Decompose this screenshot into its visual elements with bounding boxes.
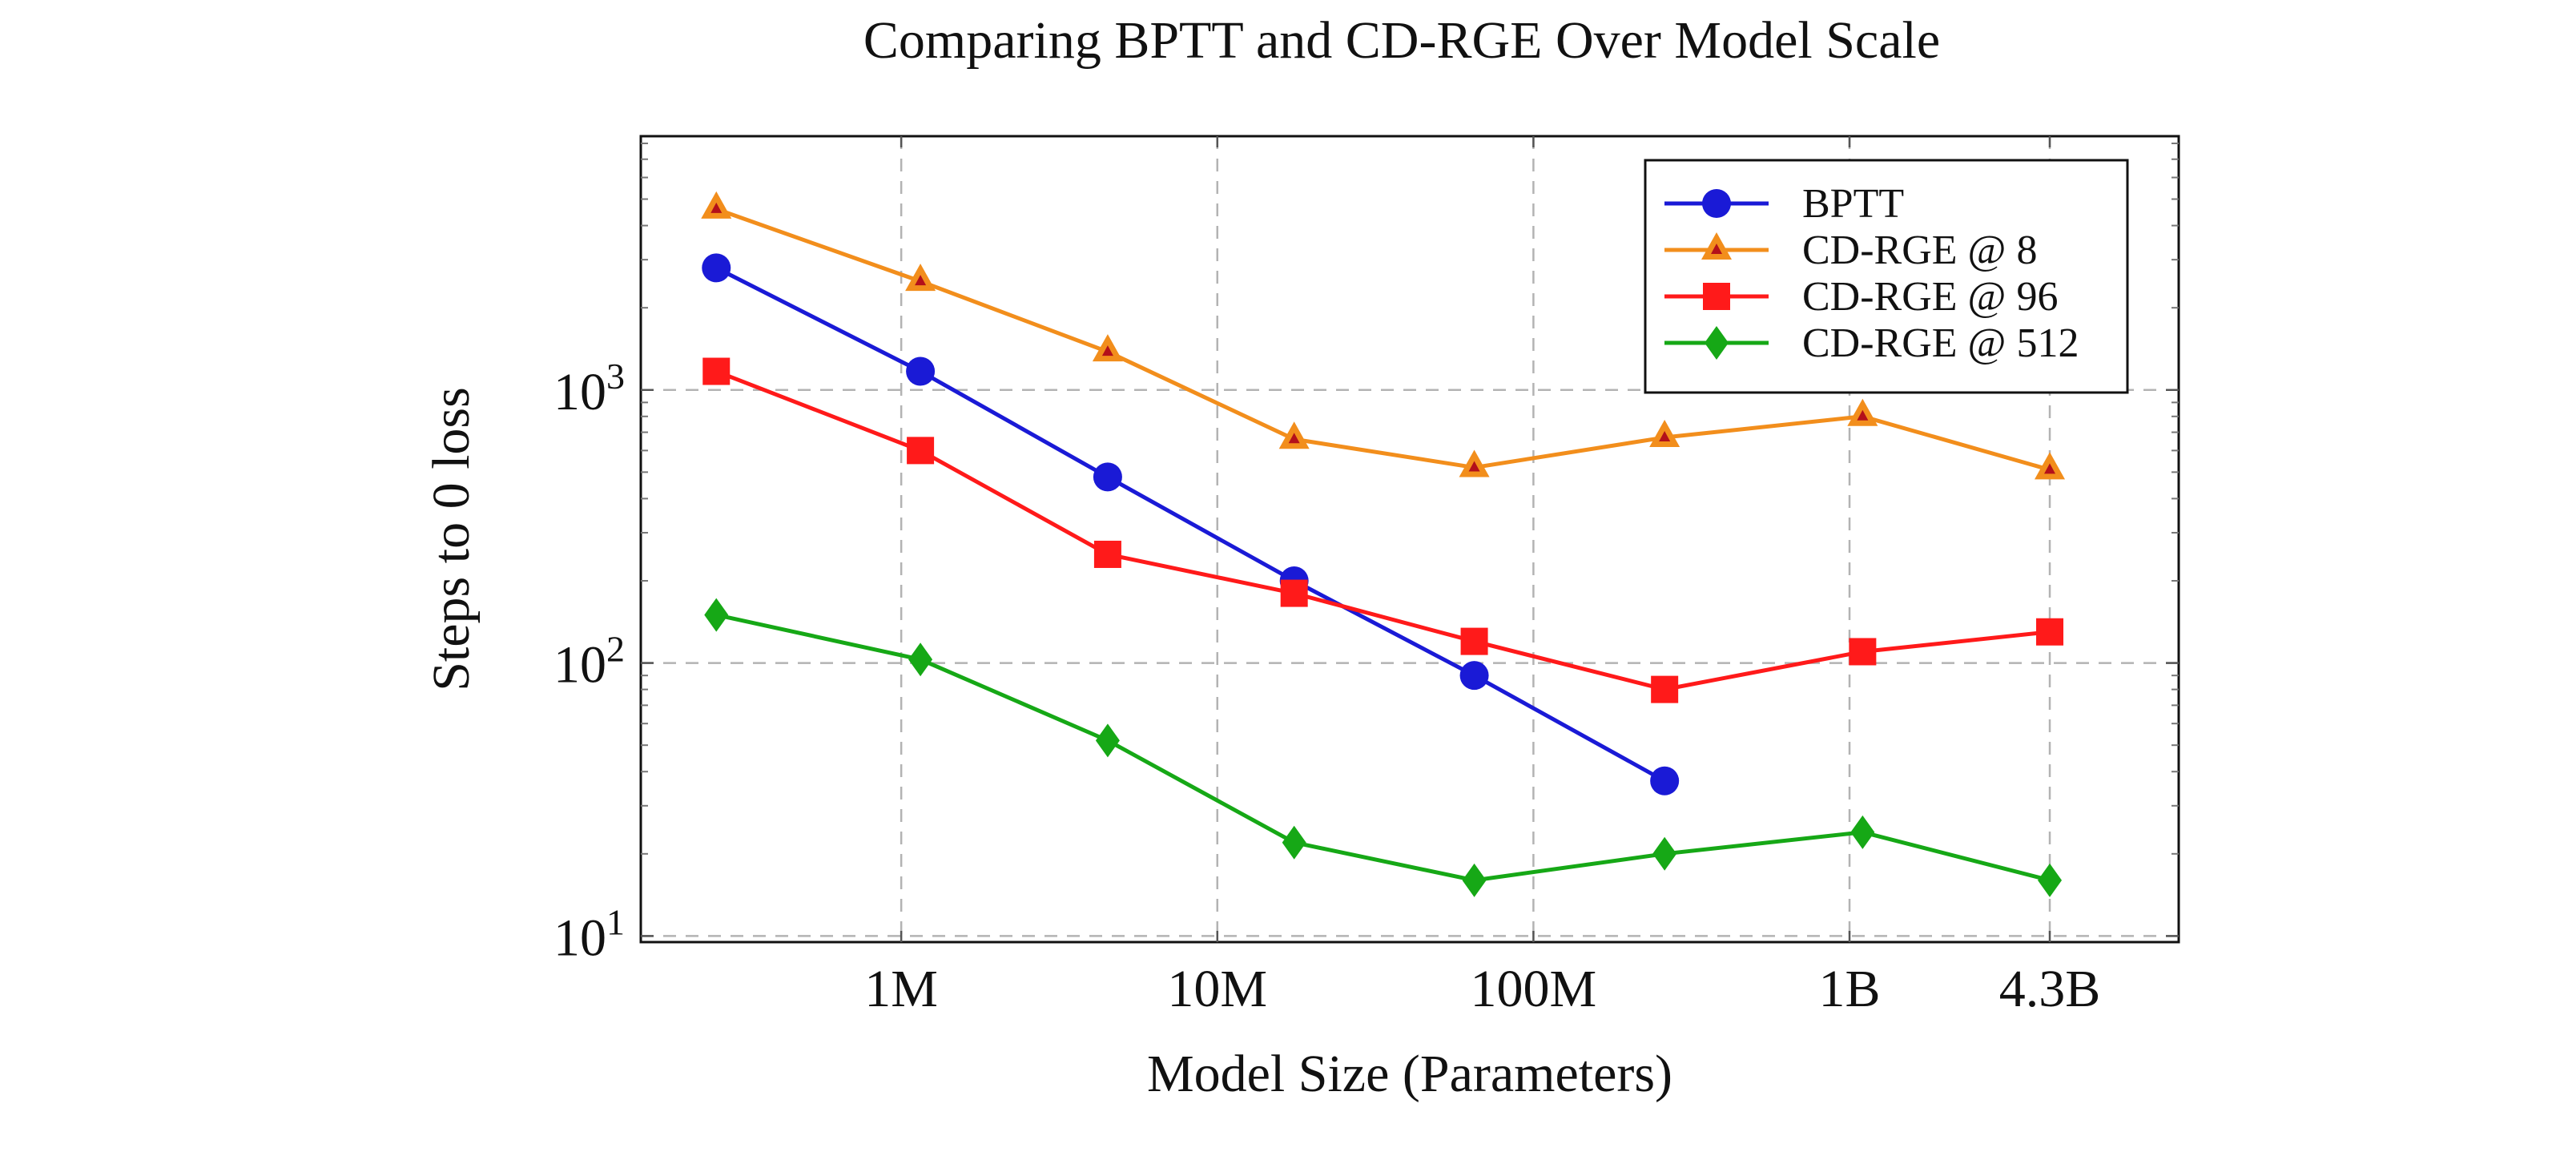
series-cd-rge-8 — [701, 191, 2066, 480]
legend-entry: BPTT — [1664, 181, 1904, 227]
legend-label: CD-RGE @ 512 — [1802, 320, 2079, 366]
y-tick-label-base: 10 — [553, 908, 606, 967]
data-point — [1850, 815, 1875, 849]
data-point — [1847, 398, 1878, 426]
legend-marker — [1703, 283, 1730, 310]
x-tick-label: 1M — [864, 960, 938, 1018]
triangle-inner — [1711, 244, 1722, 254]
data-point — [907, 437, 935, 465]
x-tick-label: 10M — [1167, 960, 1267, 1018]
data-point — [1459, 661, 1489, 691]
data-point — [1651, 675, 1679, 703]
legend-label: CD-RGE @ 96 — [1802, 274, 2058, 320]
legend-entry: CD-RGE @ 512 — [1664, 320, 2079, 366]
triangle-inner — [1468, 461, 1480, 472]
y-tick-label-exponent: 3 — [606, 356, 625, 397]
triangle-inner — [2044, 463, 2056, 474]
data-point — [2035, 452, 2066, 480]
y-tick-label: 103 — [553, 356, 625, 421]
series-line — [715, 613, 2051, 883]
legend-entry: CD-RGE @ 96 — [1664, 274, 2058, 320]
triangle-inner — [1659, 431, 1671, 442]
data-point — [1278, 421, 1310, 449]
data-point — [1459, 449, 1490, 477]
data-point — [2038, 863, 2063, 897]
x-tick-label: 4.3B — [1999, 960, 2101, 1018]
series-line — [715, 369, 2051, 692]
data-point — [1093, 462, 1122, 492]
triangle-inner — [915, 275, 927, 286]
y-tick-label-exponent: 1 — [606, 901, 625, 942]
data-point — [1282, 825, 1306, 860]
triangle-inner — [1857, 409, 1869, 421]
plot-frame — [639, 135, 2180, 944]
data-point — [1095, 723, 1120, 758]
data-point — [906, 356, 936, 386]
data-point — [905, 264, 936, 292]
series-cd-rge-512 — [704, 598, 2063, 897]
data-point — [1093, 540, 1121, 568]
x-axis-tick-labels: 1M 10M 100M 1B 4.3B — [864, 960, 2100, 1018]
data-point — [2036, 618, 2064, 646]
chart-title: Comparing BPTT and CD-RGE Over Model Sca… — [863, 11, 1940, 70]
x-tick-label: 100M — [1471, 960, 1597, 1018]
legend-marker — [1705, 326, 1729, 360]
triangle-inner — [1288, 433, 1300, 444]
series-bptt — [702, 253, 1680, 795]
y-tick-label-base: 10 — [553, 636, 606, 695]
data-point — [1652, 836, 1677, 871]
axis-ticks — [641, 136, 2179, 942]
data-point — [1460, 627, 1488, 655]
legend-marker — [1702, 189, 1731, 218]
data-point — [908, 642, 933, 677]
data-point — [704, 598, 729, 632]
series — [701, 191, 2066, 897]
legend-marker — [1701, 232, 1732, 260]
data-point — [1280, 579, 1308, 607]
triangle-inner — [1101, 345, 1113, 356]
x-tick-label: 1B — [1819, 960, 1881, 1018]
y-tick-label: 101 — [553, 901, 625, 967]
data-point — [1462, 863, 1487, 897]
y-tick-label-base: 10 — [553, 363, 606, 421]
triangle-inner — [710, 202, 722, 213]
legend-label: BPTT — [1802, 181, 1904, 227]
data-point — [702, 253, 731, 283]
series-cd-rge-96 — [702, 357, 2064, 703]
data-point — [702, 357, 731, 385]
legend-entry: CD-RGE @ 8 — [1664, 228, 2037, 273]
x-axis-label: Model Size (Parameters) — [1147, 1045, 1672, 1103]
data-point — [1650, 766, 1680, 795]
legend-label: CD-RGE @ 8 — [1802, 228, 2037, 273]
y-tick-label-exponent: 2 — [606, 629, 625, 670]
y-tick-label: 102 — [553, 629, 625, 695]
data-point — [1092, 334, 1123, 362]
data-point — [701, 191, 732, 219]
series-line — [715, 207, 2051, 472]
data-point — [1849, 638, 1877, 666]
data-point — [1649, 420, 1680, 448]
y-axis-label: Steps to 0 loss — [422, 387, 481, 691]
series-line — [715, 266, 1666, 783]
